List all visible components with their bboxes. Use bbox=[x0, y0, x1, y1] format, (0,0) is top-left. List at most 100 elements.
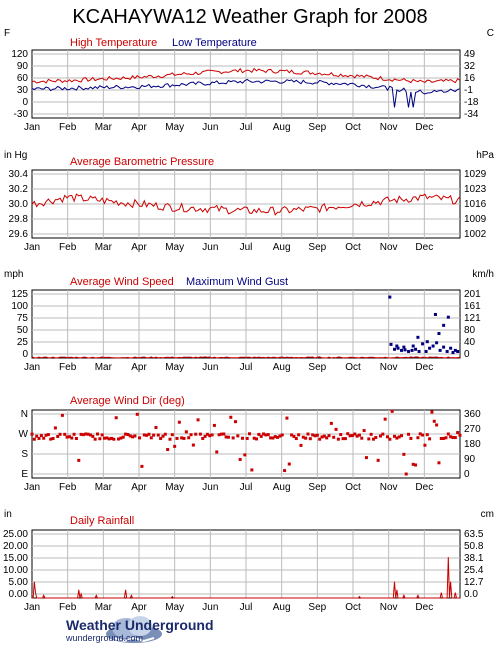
winddir-point bbox=[248, 432, 252, 436]
winddir-point bbox=[84, 432, 88, 436]
winddir-point bbox=[140, 464, 144, 468]
temperature-series-line bbox=[31, 78, 461, 108]
rain-ytick-right: 50.8 bbox=[464, 541, 484, 552]
temperature-ytick-right: -18 bbox=[464, 97, 479, 108]
winddir-point bbox=[100, 433, 104, 437]
temperature-month-label: Aug bbox=[273, 122, 291, 133]
wind-ytick-right: 0 bbox=[464, 349, 470, 360]
pressure-ytick-right: 1023 bbox=[464, 184, 487, 195]
wind-gust-point bbox=[403, 348, 407, 352]
wind-legend-item: Average Wind Speed bbox=[70, 276, 174, 288]
winddir-point bbox=[240, 436, 244, 440]
winddir-point bbox=[381, 432, 385, 436]
winddir-point bbox=[32, 437, 36, 441]
pressure-month-label: Feb bbox=[59, 242, 77, 253]
rain-right-unit: cm bbox=[481, 509, 494, 520]
rain-legend-item: Daily Rainfall bbox=[70, 515, 134, 527]
winddir-point bbox=[407, 432, 411, 436]
pressure-legend-item: Average Barometric Pressure bbox=[70, 156, 214, 168]
wind-gust-point bbox=[389, 342, 393, 346]
winddir-point bbox=[301, 435, 305, 439]
wind-gust-point bbox=[414, 347, 418, 351]
wind-gust-point bbox=[395, 344, 399, 348]
temperature-legend-item: Low Temperature bbox=[172, 37, 257, 49]
winddir-point bbox=[65, 435, 69, 439]
winddir-point bbox=[343, 437, 347, 441]
wind-month-label: Apr bbox=[131, 362, 147, 373]
pressure-ytick-right: 1002 bbox=[464, 229, 487, 240]
pressure-month-label: May bbox=[165, 242, 184, 253]
winddir-point bbox=[133, 434, 137, 438]
winddir-point bbox=[414, 463, 418, 467]
winddir-point bbox=[430, 410, 434, 414]
winddir-point bbox=[341, 437, 345, 441]
winddir-point bbox=[126, 432, 130, 436]
winddir-point bbox=[149, 436, 153, 440]
wind-gust-point bbox=[453, 348, 457, 352]
winddir-point bbox=[177, 420, 181, 424]
winddir-point bbox=[91, 434, 95, 438]
winddir-point bbox=[86, 432, 90, 436]
wind-gust-point bbox=[416, 335, 420, 339]
rain-month-label: Dec bbox=[415, 602, 433, 613]
winddir-point bbox=[409, 436, 413, 440]
winddir-point bbox=[348, 434, 352, 438]
winddir-point bbox=[121, 435, 125, 439]
winddir-month-label: Jun bbox=[202, 482, 218, 493]
winddir-point bbox=[451, 436, 455, 440]
wind-gust-point bbox=[428, 346, 432, 350]
winddir-point bbox=[42, 436, 46, 440]
winddir-point bbox=[70, 436, 74, 440]
wind-gust-point bbox=[446, 315, 450, 319]
winddir-point bbox=[77, 458, 81, 462]
wind-month-label: Feb bbox=[59, 362, 77, 373]
winddir-point bbox=[283, 469, 287, 473]
rain-month-label: Jul bbox=[240, 602, 253, 613]
rain-month-label: Jan bbox=[24, 602, 40, 613]
pressure-ytick-left: 29.6 bbox=[9, 229, 29, 240]
winddir-point bbox=[456, 431, 460, 435]
temperature-ytick-left: 120 bbox=[11, 49, 28, 60]
winddir-point bbox=[205, 432, 209, 436]
winddir-point bbox=[357, 433, 361, 437]
wind-gust-point bbox=[435, 341, 439, 345]
winddir-point bbox=[400, 434, 404, 438]
winddir-point bbox=[119, 436, 123, 440]
winddir-point bbox=[49, 437, 53, 441]
winddir-point bbox=[81, 433, 85, 437]
winddir-point bbox=[128, 434, 132, 438]
winddir-point bbox=[332, 435, 336, 439]
wind-ytick-right: 40 bbox=[464, 337, 476, 348]
winddir-point bbox=[339, 433, 343, 437]
wind-month-label: Dec bbox=[415, 362, 433, 373]
winddir-point bbox=[350, 434, 354, 438]
wind-gust-point bbox=[388, 295, 392, 299]
wind-ytick-left: 0 bbox=[22, 349, 28, 360]
winddir-point bbox=[145, 433, 149, 437]
winddir-ytick-right: 270 bbox=[464, 424, 481, 435]
wind-ytick-left: 50 bbox=[17, 325, 29, 336]
temperature-left-unit: F bbox=[4, 28, 10, 39]
rain-ytick-left: 20.00 bbox=[3, 541, 28, 552]
winddir-point bbox=[46, 433, 50, 437]
winddir-point bbox=[131, 435, 135, 439]
wind-gust-point bbox=[431, 344, 435, 348]
winddir-point bbox=[194, 432, 198, 436]
winddir-point bbox=[402, 452, 406, 456]
wind-gust-point bbox=[396, 346, 400, 350]
winddir-point bbox=[35, 434, 39, 438]
winddir-point bbox=[175, 436, 179, 440]
winddir-point bbox=[308, 437, 312, 441]
temperature-ytick-left: 30 bbox=[17, 85, 29, 96]
winddir-point bbox=[411, 462, 415, 466]
pressure-right-unit: hPa bbox=[476, 150, 494, 161]
winddir-point bbox=[170, 433, 174, 437]
winddir-point bbox=[88, 433, 92, 437]
winddir-point bbox=[44, 433, 48, 437]
wind-month-label: Nov bbox=[380, 362, 398, 373]
winddir-point bbox=[290, 433, 294, 437]
winddir-month-label: Aug bbox=[273, 482, 291, 493]
winddir-point bbox=[208, 434, 212, 438]
winddir-ytick-right: 90 bbox=[464, 454, 476, 465]
winddir-point bbox=[142, 433, 146, 437]
